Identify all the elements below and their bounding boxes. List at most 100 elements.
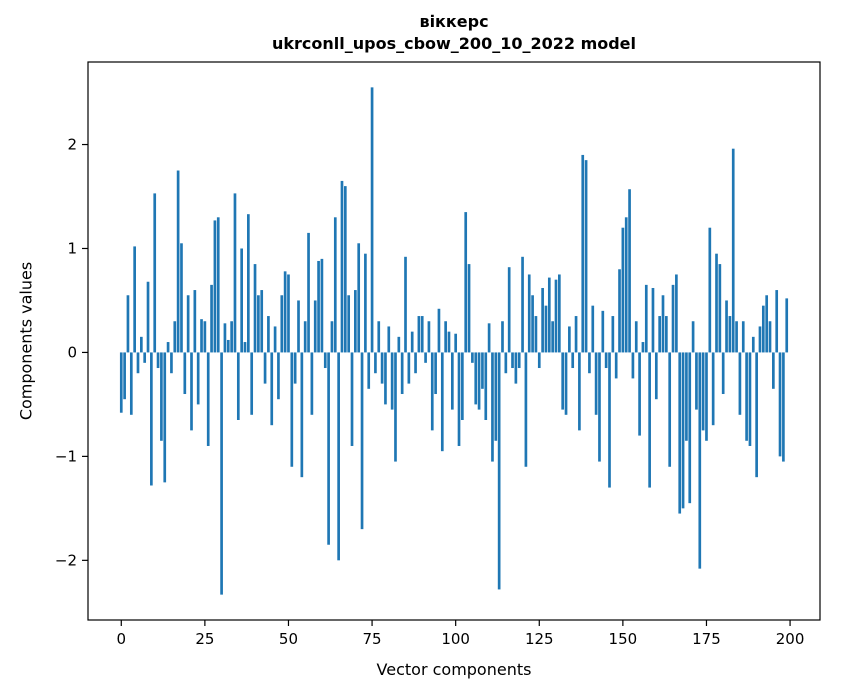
bar (507, 267, 511, 353)
bar (414, 352, 417, 374)
bar (688, 352, 692, 504)
bar (785, 298, 789, 353)
bar (270, 352, 274, 426)
bar (644, 284, 648, 353)
bar (226, 339, 230, 353)
bar (387, 326, 391, 353)
bar (638, 352, 641, 436)
bar (430, 352, 434, 431)
bar (741, 321, 745, 353)
bar (755, 352, 758, 478)
bar (731, 148, 735, 353)
bar (665, 316, 668, 353)
bar (300, 352, 304, 478)
bar (156, 352, 160, 369)
bar (711, 352, 715, 426)
bar (621, 227, 625, 353)
x-tick-label: 150 (609, 630, 638, 648)
bar (153, 193, 157, 353)
bar (524, 352, 528, 467)
bar (367, 352, 371, 389)
bar (180, 243, 183, 353)
bar (678, 352, 682, 514)
bar (404, 256, 407, 353)
bar (210, 284, 213, 353)
bar (568, 326, 571, 353)
bar (594, 352, 598, 415)
axes-frame (87, 61, 821, 621)
bar (775, 290, 779, 353)
bar (504, 352, 508, 374)
bar (661, 295, 665, 353)
bar (146, 281, 150, 353)
bar (464, 212, 468, 353)
bar (537, 352, 541, 369)
bar (571, 352, 575, 369)
bar (400, 352, 404, 395)
bar (581, 154, 585, 353)
bar (444, 321, 447, 353)
bar (584, 160, 588, 353)
bar (705, 352, 708, 441)
bar (551, 321, 554, 353)
bar (641, 342, 645, 353)
bar (614, 352, 618, 379)
bar (554, 279, 558, 353)
bar (390, 352, 394, 410)
bar (517, 352, 521, 369)
bar (166, 342, 170, 353)
bar (203, 321, 207, 353)
bar (778, 352, 782, 457)
bar (474, 352, 478, 405)
y-tick-label: −1 (55, 447, 77, 465)
bar (564, 352, 568, 415)
bar (283, 271, 287, 353)
bar (140, 336, 143, 353)
bar (434, 352, 437, 395)
bar (200, 319, 203, 353)
bar (330, 321, 334, 353)
bar (317, 260, 320, 353)
bar (654, 352, 658, 400)
bar (701, 352, 705, 431)
bar (447, 331, 451, 353)
bar (176, 170, 180, 353)
bar (681, 352, 685, 509)
bar (230, 321, 233, 353)
bar (250, 352, 254, 415)
bar (728, 316, 732, 353)
bar (267, 316, 270, 353)
y-tick-label: 0 (67, 343, 77, 361)
bar (457, 352, 461, 446)
bar (247, 214, 250, 353)
bar (588, 352, 591, 374)
bar (377, 321, 381, 353)
bar (236, 352, 240, 420)
bar (119, 352, 123, 413)
x-tick-label: 50 (279, 630, 298, 648)
bar (290, 352, 294, 467)
bar (511, 352, 514, 369)
bar (277, 352, 280, 400)
bar (454, 333, 458, 353)
bar (357, 243, 361, 353)
bar (216, 217, 220, 353)
bar (748, 352, 752, 446)
bar (544, 305, 548, 353)
bar (327, 352, 330, 545)
bar (354, 290, 357, 353)
bar (501, 321, 504, 353)
bar (420, 316, 424, 353)
bar (384, 352, 387, 405)
bar (631, 352, 635, 379)
bar (648, 352, 651, 488)
bar (370, 87, 374, 353)
bar (364, 253, 367, 353)
bar (410, 331, 414, 353)
bar (738, 352, 742, 415)
bar (160, 352, 163, 441)
bar (260, 290, 264, 353)
bar (541, 287, 544, 353)
